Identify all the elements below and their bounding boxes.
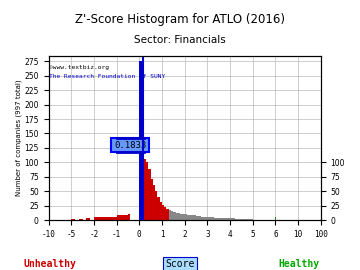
- Bar: [166, 208, 169, 220]
- Text: ©www.textbiz.org: ©www.textbiz.org: [49, 65, 108, 70]
- Bar: [221, 218, 223, 220]
- Bar: [128, 214, 130, 220]
- Bar: [189, 215, 192, 220]
- Bar: [201, 217, 203, 220]
- Bar: [144, 160, 146, 220]
- Bar: [203, 217, 205, 220]
- Bar: [153, 185, 155, 220]
- Bar: [171, 211, 173, 220]
- Text: Unhealthy: Unhealthy: [24, 259, 77, 269]
- Bar: [275, 217, 276, 220]
- Bar: [187, 215, 189, 220]
- Bar: [86, 218, 90, 220]
- Bar: [192, 215, 194, 220]
- Bar: [232, 218, 235, 220]
- Bar: [321, 208, 339, 220]
- Bar: [162, 205, 164, 220]
- Bar: [205, 217, 207, 220]
- Bar: [146, 162, 148, 220]
- Bar: [183, 214, 185, 220]
- Bar: [150, 178, 153, 220]
- Bar: [178, 213, 180, 220]
- Bar: [230, 218, 232, 220]
- Text: 0.1833: 0.1833: [114, 140, 146, 150]
- Bar: [223, 218, 225, 220]
- Bar: [105, 217, 117, 220]
- Bar: [71, 219, 75, 220]
- Bar: [117, 215, 128, 220]
- Bar: [228, 218, 230, 220]
- Text: Score: Score: [165, 259, 195, 269]
- Bar: [210, 217, 212, 220]
- Bar: [244, 219, 246, 220]
- Bar: [169, 210, 171, 220]
- Bar: [196, 216, 198, 220]
- Text: The Research Foundation of SUNY: The Research Foundation of SUNY: [49, 74, 165, 79]
- Bar: [160, 202, 162, 220]
- Bar: [248, 219, 251, 220]
- Text: Sector: Financials: Sector: Financials: [134, 35, 226, 45]
- Bar: [219, 218, 221, 220]
- Bar: [157, 197, 160, 220]
- Bar: [94, 217, 105, 220]
- Bar: [251, 219, 253, 220]
- Bar: [164, 207, 166, 220]
- Bar: [207, 217, 210, 220]
- Bar: [176, 212, 178, 220]
- Bar: [79, 219, 82, 220]
- Text: Z'-Score Histogram for ATLO (2016): Z'-Score Histogram for ATLO (2016): [75, 14, 285, 26]
- Bar: [173, 212, 176, 220]
- Bar: [148, 169, 150, 220]
- Bar: [139, 61, 141, 220]
- Bar: [214, 218, 216, 220]
- Bar: [185, 214, 187, 220]
- Bar: [198, 216, 201, 220]
- Bar: [246, 219, 248, 220]
- Bar: [212, 217, 214, 220]
- Bar: [239, 219, 241, 220]
- Bar: [225, 218, 228, 220]
- Bar: [180, 214, 183, 220]
- Bar: [155, 191, 157, 220]
- Bar: [141, 128, 144, 220]
- Bar: [235, 219, 237, 220]
- Bar: [194, 215, 196, 220]
- Bar: [241, 219, 244, 220]
- Text: Healthy: Healthy: [278, 259, 319, 269]
- Y-axis label: Number of companies (997 total): Number of companies (997 total): [15, 79, 22, 196]
- Bar: [237, 219, 239, 220]
- Bar: [216, 218, 219, 220]
